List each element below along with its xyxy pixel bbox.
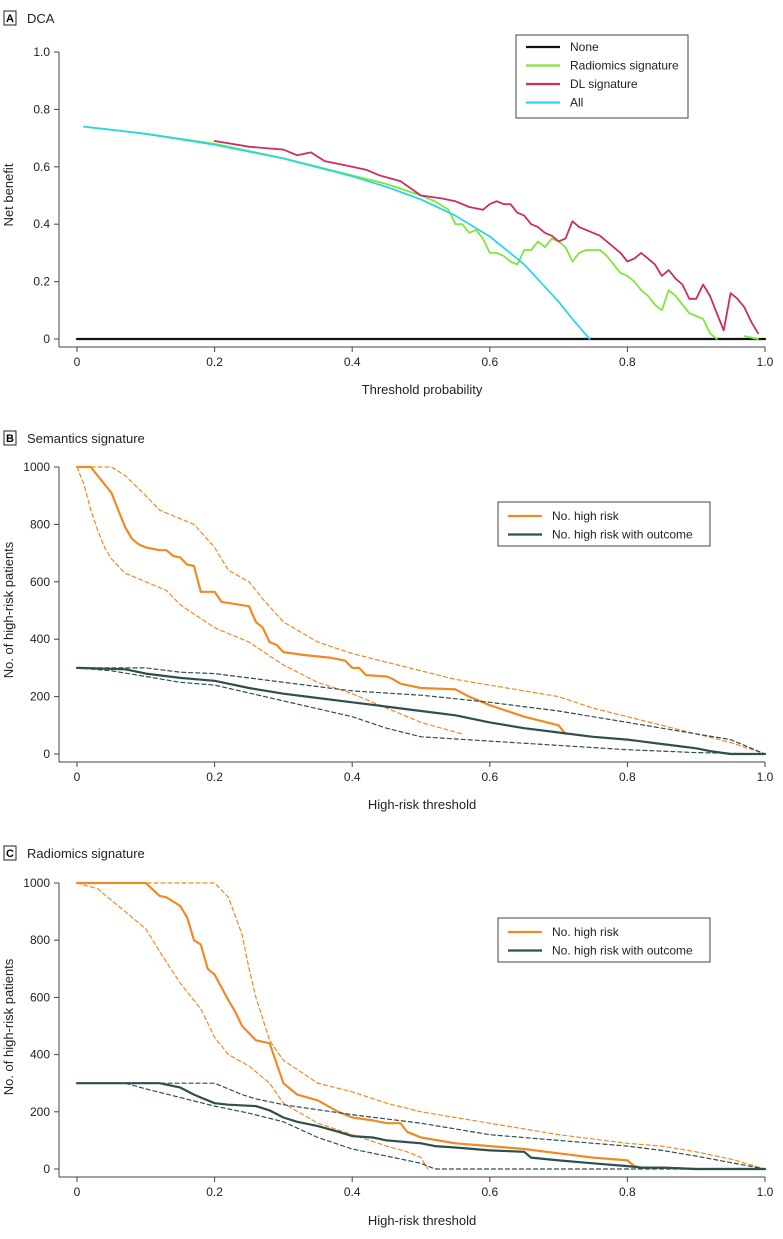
x-tick-label: 0.2 <box>206 355 223 369</box>
y-tick-label: 0 <box>43 747 50 761</box>
legend-label-none: None <box>570 40 599 54</box>
x-tick-label: 0 <box>74 770 81 784</box>
y-tick-label: 0 <box>43 332 50 346</box>
panel-c-letter-box <box>3 845 17 861</box>
series-line-no-high-risk-lower <box>76 466 463 735</box>
y-tick-label: 200 <box>30 1105 50 1119</box>
legend-label-all: All <box>570 96 583 110</box>
y-tick-label: 600 <box>30 990 50 1004</box>
panel-a-title: DCA <box>27 11 55 26</box>
panel-a: A DCA Threshold probability Net benefit … <box>1 10 774 397</box>
y-tick-label: 0.4 <box>33 217 50 231</box>
legend-label-radiomics-signature: Radiomics signature <box>570 59 679 73</box>
panel-a-series <box>75 125 767 341</box>
series-line-all <box>83 125 591 340</box>
panel-a-letter: A <box>6 13 14 25</box>
y-tick-label: 0.2 <box>33 275 50 289</box>
y-tick-label: 1.0 <box>33 45 50 59</box>
x-tick-label: 0.2 <box>206 770 223 784</box>
legend-label-no-high-risk: No. high risk <box>552 925 620 939</box>
series-line-radiomics-signature-tail <box>743 335 759 340</box>
panel-b-letter: B <box>6 433 14 445</box>
legend-frame <box>497 501 711 547</box>
series-line-no-high-risk <box>75 465 567 736</box>
x-tick-label: 1.0 <box>757 1185 774 1199</box>
panel-b-series <box>75 465 767 756</box>
series-line-no-high-risk-with-outcome-upper <box>76 1082 766 1170</box>
series-line-no-high-risk-with-outcome-upper <box>76 667 766 755</box>
panel-b: B Semantics signature High-risk threshol… <box>1 430 774 812</box>
series-line-no-high-risk-with-outcome <box>75 666 767 756</box>
x-tick-label: 0.6 <box>481 355 498 369</box>
series-line-no-high-risk-upper <box>76 466 766 755</box>
x-tick-label: 0.8 <box>619 770 636 784</box>
panel-c-legend: No. high risk No. high risk with outcome <box>497 917 711 963</box>
legend-label-no-high-risk-with-outcome: No. high risk with outcome <box>552 528 693 542</box>
panel-a-ylabel: Net benefit <box>1 163 16 226</box>
panel-c-title: Radiomics signature <box>27 846 145 861</box>
panel-b-xlabel: High-risk threshold <box>368 797 476 812</box>
panel-b-ticks: 0 0.2 0.4 0.6 0.8 1.0 0 200 400 600 800 1000 <box>23 460 773 784</box>
y-tick-label: 200 <box>30 690 50 704</box>
y-tick-label: 400 <box>30 632 50 646</box>
panel-a-xlabel: Threshold probability <box>362 382 483 397</box>
panel-c-series <box>75 881 767 1171</box>
x-tick-label: 0 <box>74 355 81 369</box>
legend-frame <box>515 34 689 119</box>
y-tick-label: 400 <box>30 1048 50 1062</box>
y-tick-label: 0.8 <box>33 102 50 116</box>
panel-a-ticks: 0 0.2 0.4 0.6 0.8 1.0 0 0.2 0.4 0.6 0.8 1.0 <box>33 45 773 369</box>
series-line-radiomics-signature <box>83 125 718 340</box>
y-tick-label: 0 <box>43 1162 50 1176</box>
series-line-no-high-risk-with-outcome-lower <box>76 667 766 755</box>
legend-label-no-high-risk: No. high risk <box>552 509 620 523</box>
x-tick-label: 0.4 <box>344 1185 361 1199</box>
y-tick-label: 600 <box>30 575 50 589</box>
series-line-dl-signature <box>213 140 759 335</box>
series-line-no-high-risk <box>75 881 767 1171</box>
series-line-no-high-risk-lower <box>76 882 429 1170</box>
y-tick-label: 800 <box>30 517 50 531</box>
panel-c-ticks: 0 0.2 0.4 0.6 0.8 1.0 0 200 400 600 800 1000 <box>23 876 773 1199</box>
legend-frame <box>497 917 711 963</box>
x-tick-label: 0.8 <box>619 355 636 369</box>
x-tick-label: 1.0 <box>757 355 774 369</box>
panel-b-title: Semantics signature <box>27 431 145 446</box>
panel-b-legend: No. high risk No. high risk with outcome <box>497 501 711 547</box>
legend-label-no-high-risk-with-outcome: No. high risk with outcome <box>552 944 693 958</box>
x-tick-label: 0.8 <box>619 1185 636 1199</box>
x-tick-label: 0.4 <box>344 770 361 784</box>
panel-c-ylabel: No. of high-risk patients <box>1 958 16 1095</box>
x-tick-label: 0.6 <box>481 770 498 784</box>
x-tick-label: 1.0 <box>757 770 774 784</box>
series-line-no-high-risk-with-outcome-lower <box>76 1082 766 1170</box>
panel-c-letter: C <box>6 848 14 860</box>
y-tick-label: 1000 <box>23 460 50 474</box>
x-tick-label: 0 <box>74 1185 81 1199</box>
x-tick-label: 0.2 <box>206 1185 223 1199</box>
panel-b-letter-box <box>3 430 17 446</box>
y-tick-label: 800 <box>30 933 50 947</box>
legend-label-dl-signature: DL signature <box>570 77 638 91</box>
x-tick-label: 0.6 <box>481 1185 498 1199</box>
panel-c-xlabel: High-risk threshold <box>368 1213 476 1228</box>
series-line-no-high-risk-with-outcome <box>75 1082 767 1171</box>
panel-c: C Radiomics signature High-risk threshol… <box>1 845 774 1228</box>
panel-a-letter-box <box>3 10 17 26</box>
panel-a-legend: None Radiomics signature DL signature All <box>515 34 689 119</box>
series-line-no-high-risk-upper <box>76 882 766 1170</box>
panel-b-ylabel: No. of high-risk patients <box>1 541 16 678</box>
y-tick-label: 1000 <box>23 876 50 890</box>
x-tick-label: 0.4 <box>344 355 361 369</box>
y-tick-label: 0.6 <box>33 160 50 174</box>
